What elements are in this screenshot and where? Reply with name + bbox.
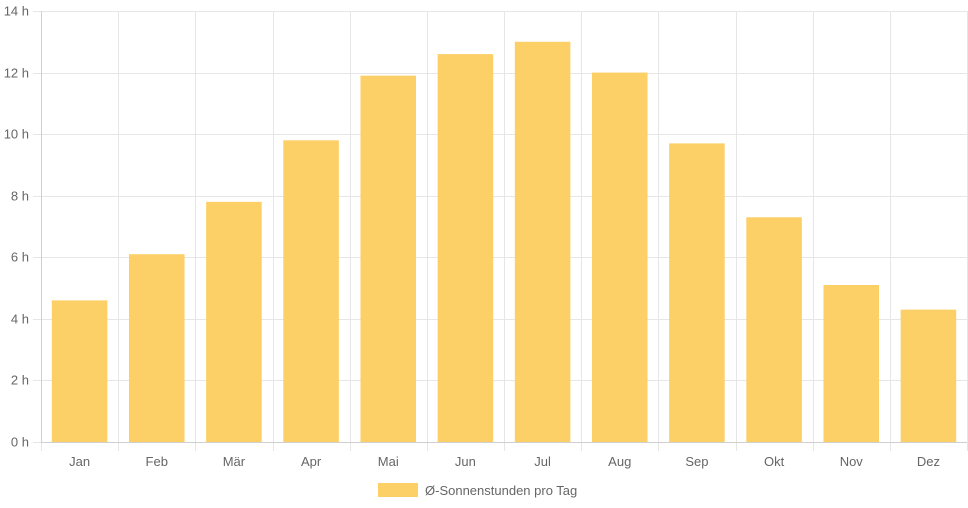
y-tick-label: 4 h bbox=[11, 312, 29, 327]
bars bbox=[51, 41, 957, 443]
x-tick-labels: Jan Feb Mär Apr Mai Jun Jul Aug Sep Okt Nov Dez bbox=[69, 454, 940, 469]
legend-swatch bbox=[378, 483, 418, 497]
legend-label: Ø-Sonnenstunden pro Tag bbox=[425, 483, 577, 498]
bar[interactable] bbox=[823, 284, 880, 442]
x-tick-label: Jun bbox=[455, 454, 476, 469]
x-tick-label: Okt bbox=[764, 454, 785, 469]
y-tick-label: 12 h bbox=[4, 66, 29, 81]
x-tick-label: Aug bbox=[608, 454, 631, 469]
x-tick-label: Jan bbox=[69, 454, 90, 469]
x-tick-label: Sep bbox=[685, 454, 708, 469]
x-tick-label: Feb bbox=[146, 454, 168, 469]
y-tick-label: 14 h bbox=[4, 4, 29, 19]
y-tick-label: 2 h bbox=[11, 373, 29, 388]
bar[interactable] bbox=[591, 72, 648, 443]
y-tick-label: 6 h bbox=[11, 250, 29, 265]
x-tick-label: Jul bbox=[534, 454, 551, 469]
bar[interactable] bbox=[206, 201, 262, 442]
x-tick-label: Mär bbox=[223, 454, 246, 469]
bar[interactable] bbox=[669, 143, 725, 442]
x-tick-label: Nov bbox=[840, 454, 864, 469]
x-tick-label: Dez bbox=[917, 454, 940, 469]
bar[interactable] bbox=[128, 254, 185, 442]
grid bbox=[41, 11, 968, 443]
axes bbox=[33, 11, 968, 451]
legend[interactable]: Ø-Sonnenstunden pro Tag bbox=[378, 483, 577, 498]
bar[interactable] bbox=[514, 41, 571, 443]
y-tick-label: 10 h bbox=[4, 127, 29, 142]
bar[interactable] bbox=[437, 54, 494, 442]
bar[interactable] bbox=[746, 217, 802, 442]
x-tick-label: Mai bbox=[378, 454, 399, 469]
y-tick-labels: 0 h 2 h 4 h 6 h 8 h 10 h 12 h 14 h bbox=[4, 4, 29, 450]
bar[interactable] bbox=[900, 309, 957, 442]
y-tick-label: 8 h bbox=[11, 189, 29, 204]
bar[interactable] bbox=[51, 300, 108, 442]
bar[interactable] bbox=[283, 140, 339, 443]
x-tick-label: Apr bbox=[301, 454, 322, 469]
bar[interactable] bbox=[360, 75, 417, 443]
y-tick-label: 0 h bbox=[11, 435, 29, 450]
